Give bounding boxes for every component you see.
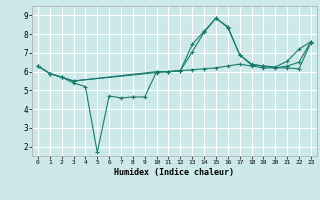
X-axis label: Humidex (Indice chaleur): Humidex (Indice chaleur) [115,168,234,177]
